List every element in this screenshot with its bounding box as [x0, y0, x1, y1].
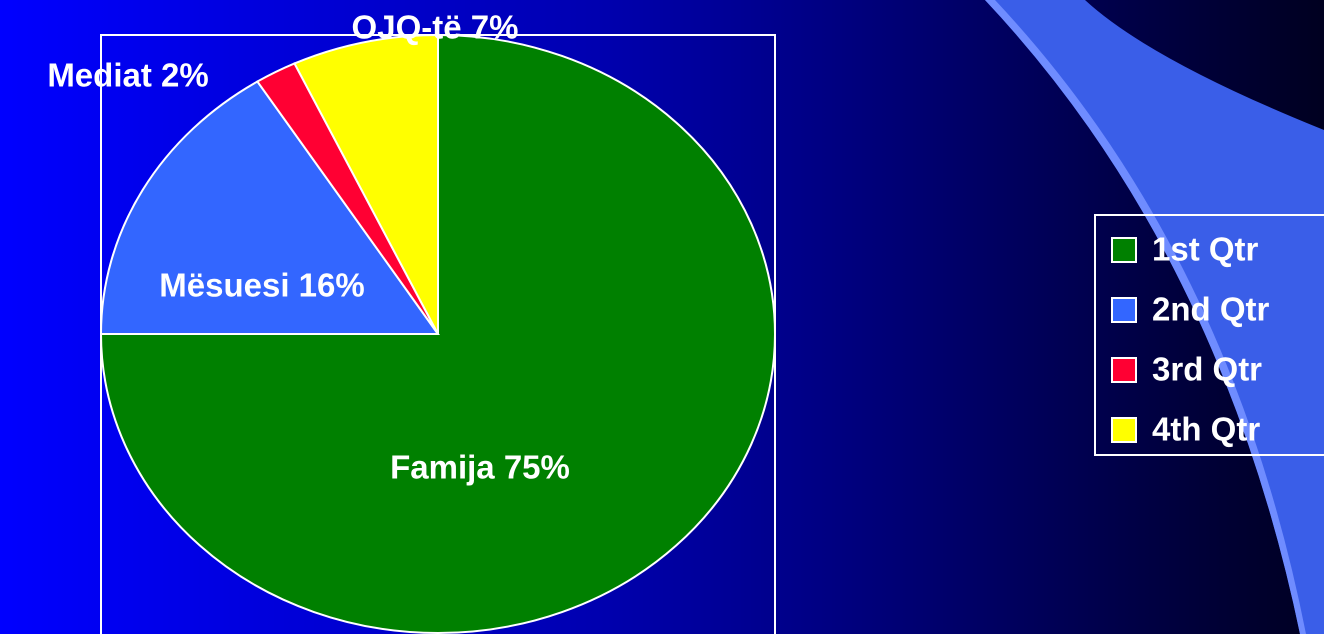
data-label: Famija 75%: [390, 449, 570, 486]
pie-slice: [293, 33, 439, 335]
data-label: Mediat 2%: [47, 57, 208, 94]
legend-label: 4th Qtr: [1152, 411, 1260, 448]
legend-swatch: [1111, 357, 1137, 383]
legend-swatch: [1111, 297, 1137, 323]
legend-label: 1st Qtr: [1152, 231, 1259, 268]
data-label: Mësuesi 16%: [159, 267, 364, 304]
legend-swatch: [1111, 417, 1137, 443]
swoosh: [985, 0, 1324, 634]
legend-label: 3rd Qtr: [1152, 351, 1262, 388]
pie-slice: [99, 80, 440, 335]
legend-label: 2nd Qtr: [1152, 291, 1269, 328]
data-label: OJQ-të 7%: [352, 9, 519, 46]
pie-slice: [99, 33, 776, 634]
legend-box: [1094, 214, 1324, 456]
legend-swatch: [1111, 237, 1137, 263]
